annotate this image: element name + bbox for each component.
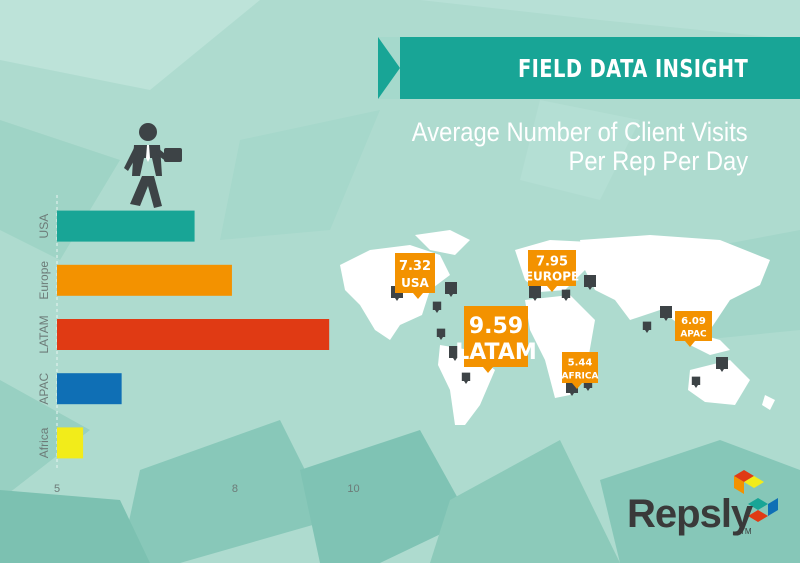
category-label-usa: USA [37,214,51,239]
callout-region: APAC [680,330,707,340]
banner-title: FIELD DATA INSIGHT [517,54,748,83]
callout-usa: 7.32 USA [395,253,435,299]
banner-notch [378,37,400,99]
subtitle-line-1: Average Number of Client Visits [412,117,748,147]
location-pin-icon [529,286,541,301]
bar-apac [57,373,122,405]
location-pin-icon [716,357,728,372]
bars-layer [56,195,330,470]
bar-usa [57,210,195,242]
location-pin-icon [584,275,596,290]
callout-value: 7.95 [536,254,568,269]
category-label-africa: Africa [37,427,51,458]
callout-box [528,250,576,292]
x-tick-label: 10 [347,483,359,495]
location-pin-icon [449,346,461,361]
category-label-apac: APAC [37,372,51,404]
location-pin-icon [436,328,446,340]
brand-name: Repsly [627,492,753,536]
location-pin-icon [445,282,457,297]
map-pins [391,275,728,396]
location-pin-icon [561,289,571,301]
callout-box [675,311,712,347]
callout-value: 7.32 [399,259,431,274]
brand-trademark: TM [740,527,752,536]
bar-europe [57,264,232,296]
callout-box [395,253,435,299]
callout-region: USA [401,276,429,290]
repsly-logo-mark [734,470,778,522]
callout-value: 6.09 [681,316,706,327]
location-pin-icon [691,376,701,388]
subtitle-line-2: Per Rep Per Day [568,146,748,176]
callout-region: AFRICA [562,371,599,381]
businessman-walking-icon [124,123,182,208]
callout-value: 5.44 [568,357,593,368]
category-labels: USA Europe LATAM APAC Africa [37,214,51,458]
location-pin-icon [461,372,471,384]
category-label-latam: LATAM [37,315,51,353]
callout-region: LATAM [455,340,537,365]
x-tick-labels: 5 8 10 [54,483,360,495]
callout-africa: 5.44 AFRICA [562,352,599,389]
location-pin-icon [660,306,672,321]
callout-value: 9.59 [469,314,523,339]
callout-box [464,306,528,373]
bar-africa [57,427,84,459]
callout-region: EUROPE [525,270,579,284]
title-banner: FIELD DATA INSIGHT [378,37,800,99]
callout-box [562,352,598,389]
location-pin-icon [432,301,442,313]
x-tick-label: 5 [54,483,60,495]
callout-apac: 6.09 APAC [675,311,712,347]
location-pin-icon [642,321,652,333]
bar-latam [57,319,330,350]
category-label-europe: Europe [37,261,51,300]
x-tick-label: 8 [232,483,238,495]
